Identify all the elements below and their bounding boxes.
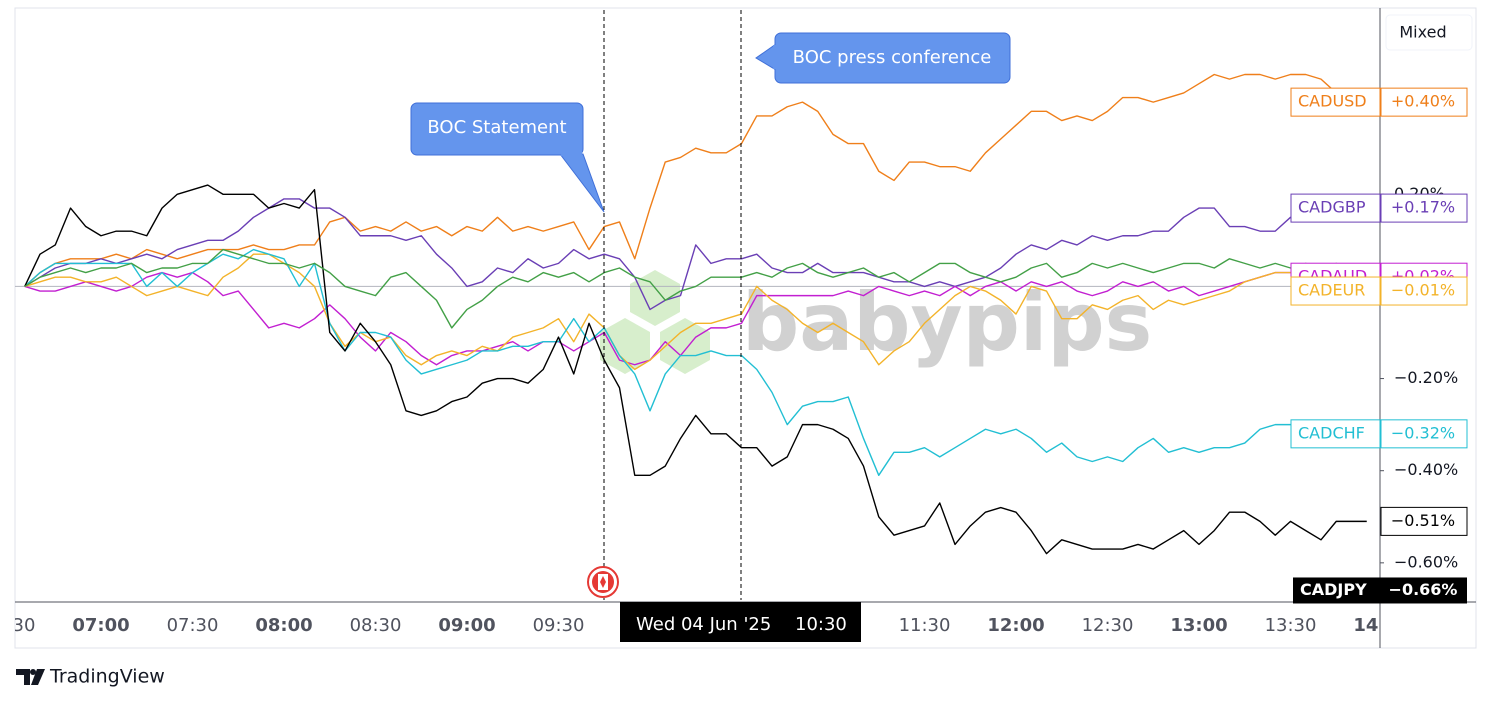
- series-name: CADCHF: [1298, 423, 1365, 442]
- series-name: CADGBP: [1298, 198, 1366, 217]
- series-line: [24, 253, 1367, 371]
- y-tick-label: −0.20%: [1394, 368, 1458, 387]
- watermark-text: babypips: [742, 276, 1152, 369]
- series-name-tag: [1290, 419, 1381, 449]
- watermark: babypips: [600, 270, 1152, 374]
- x-tick-label: 13:30: [1265, 615, 1317, 636]
- crosshair-time: Wed 04 Jun '25 10:30: [620, 602, 861, 642]
- plot-area: [15, 73, 1380, 555]
- x-tick-label: 12:00: [987, 615, 1044, 636]
- scale-mode-button[interactable]: Mixed: [1385, 14, 1473, 51]
- brand-name: TradingView: [49, 666, 165, 688]
- series-name: CADEUR: [1298, 281, 1365, 300]
- y-tick-label: −0.60%: [1394, 552, 1458, 571]
- series-line: [24, 248, 1367, 477]
- x-tick-label: 11:30: [899, 615, 951, 636]
- value-tag: [1380, 419, 1468, 449]
- series-line: [24, 271, 1367, 366]
- series-name-tag: [1290, 276, 1381, 306]
- series-line: [24, 198, 1367, 311]
- tags: CADUSD +0.40%CADGBP +0.17%CADAUD +0.02%CADE…: [1290, 87, 1468, 536]
- value-label: −0.51%: [1391, 511, 1455, 530]
- series-name-tag: [1290, 193, 1381, 223]
- time-axis: 06:30 07:00 07:30 08:00 08:30 09:00 09:30 11:30…: [0, 615, 1410, 636]
- chart-frame: [14, 7, 1477, 649]
- x-tick-label: 12:30: [1082, 615, 1134, 636]
- x-tick-label: 06:30: [0, 615, 35, 636]
- value-label: −0.32%: [1391, 423, 1455, 442]
- value-tag: [1380, 276, 1468, 306]
- series-line: [24, 248, 1368, 329]
- crosshair-date: Wed 04 Jun '25: [636, 614, 771, 635]
- annotation-text: BOC Statement: [427, 117, 566, 138]
- crosshair-value: −0.66%: [1389, 580, 1458, 599]
- brand-logo: TradingView: [16, 666, 165, 688]
- value-label: +0.40%: [1391, 92, 1455, 111]
- series-name: CADUSD: [1298, 92, 1367, 111]
- series-line: [24, 73, 1367, 287]
- callout: BOC Statement: [410, 102, 605, 213]
- annotation-text: BOC press conference: [793, 47, 992, 68]
- value-tag: [1380, 193, 1468, 223]
- x-tick-label: 08:00: [255, 615, 312, 636]
- x-tick-label: 13:00: [1170, 615, 1227, 636]
- x-tick-label: 09:00: [438, 615, 495, 636]
- value-tag: [1380, 506, 1468, 536]
- callout: BOC press conference: [755, 32, 1011, 84]
- crosshair-time-label: 10:30: [795, 614, 847, 635]
- crosshair-price: CADJPY −0.66%: [1293, 577, 1467, 604]
- crosshair-series-name: CADJPY: [1300, 580, 1367, 599]
- event-marker: [587, 566, 619, 598]
- x-tick-label: 07:00: [72, 615, 129, 636]
- x-tick-label: 08:30: [350, 615, 402, 636]
- x-tick-label: 14:00: [1353, 615, 1410, 636]
- scale-mode-label[interactable]: Mixed: [1399, 23, 1446, 42]
- series-line: [24, 184, 1367, 555]
- y-tick-label: −0.40%: [1394, 460, 1458, 479]
- value-label: −0.01%: [1391, 281, 1455, 300]
- value-label: +0.17%: [1391, 198, 1455, 217]
- x-tick-label: 09:30: [533, 615, 585, 636]
- value-tag: [1380, 87, 1468, 117]
- x-tick-label: 07:30: [167, 615, 219, 636]
- series-name-tag: [1290, 87, 1381, 117]
